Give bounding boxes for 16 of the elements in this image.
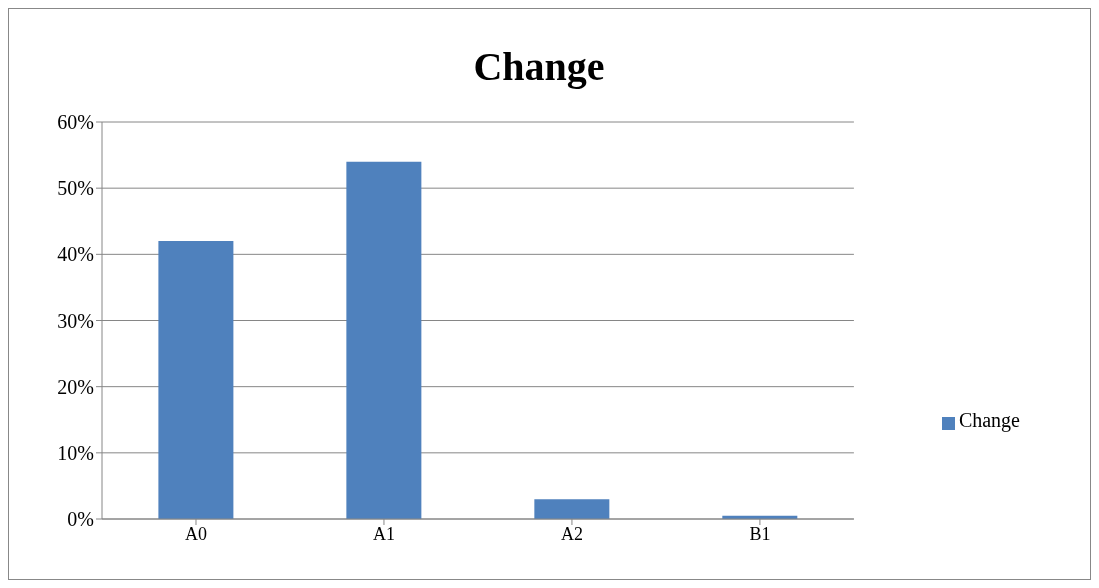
y-tick-label: 60% — [57, 111, 94, 134]
bar — [534, 499, 610, 519]
x-tick-label: A2 — [560, 523, 583, 544]
y-tick-label: 50% — [57, 177, 94, 200]
y-tick-label: 30% — [57, 309, 94, 332]
y-tick-label: 10% — [57, 441, 94, 464]
y-tick-label: 0% — [67, 508, 94, 531]
legend-label: Change — [958, 409, 1020, 431]
bar — [346, 161, 422, 519]
x-tick-label: B1 — [749, 523, 771, 544]
x-tick-label: A1 — [372, 523, 395, 544]
bar — [158, 241, 234, 519]
y-tick-label: 20% — [57, 375, 94, 398]
x-tick-label: A0 — [184, 523, 207, 544]
y-tick-label: 40% — [57, 243, 94, 266]
chart-title: Change — [472, 43, 606, 90]
